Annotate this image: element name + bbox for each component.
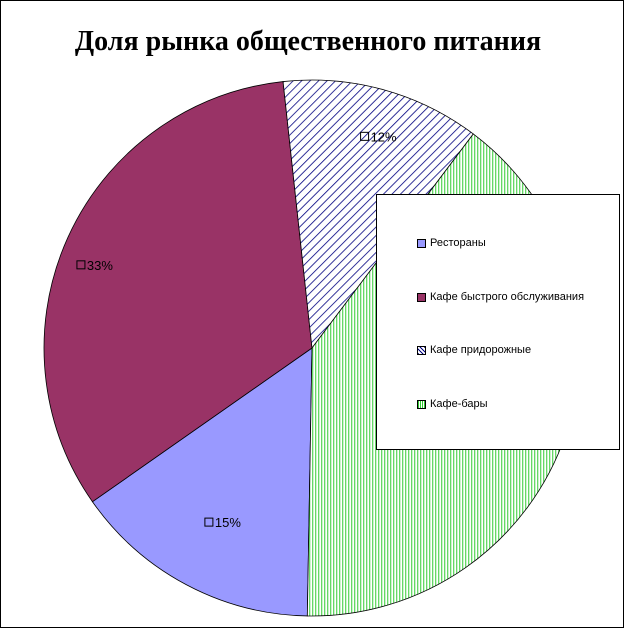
data-label-roadside-cafe: 12% <box>371 129 397 144</box>
chart-legend: Рестораны Кафе быстрого обслуживания Каф… <box>376 194 620 450</box>
legend-label: Кафе быстрого обслуживания <box>430 291 585 303</box>
pie-slice-fast-food <box>43 81 313 503</box>
legend-item: Кафе придорожные <box>417 343 531 357</box>
data-label-marker <box>204 517 214 527</box>
legend-label: Кафе-бары <box>430 398 488 410</box>
data-label-marker <box>76 260 86 270</box>
legend-swatch <box>417 238 426 248</box>
legend-item: Рестораны <box>417 236 486 250</box>
legend-item: Кафе быстрого обслуживания <box>417 290 584 304</box>
data-label-restaurants: 15% <box>215 515 241 530</box>
legend-swatch <box>417 399 426 409</box>
legend-label: Кафе придорожные <box>430 344 532 356</box>
legend-item: Кафе-бары <box>417 397 488 411</box>
legend-swatch <box>417 292 426 302</box>
legend-label: Рестораны <box>430 237 486 249</box>
data-label-marker <box>360 131 370 141</box>
data-label-fast-food: 33% <box>87 258 113 273</box>
pie-slice-restaurants <box>91 347 313 617</box>
chart-title: Доля рынка общественного питания <box>74 26 542 57</box>
legend-swatch <box>417 345 426 355</box>
